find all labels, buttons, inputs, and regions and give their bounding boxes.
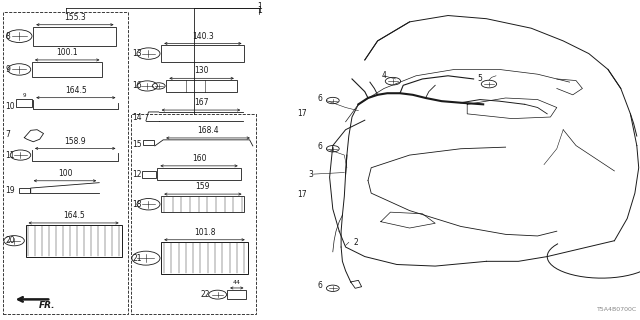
Text: 15: 15 xyxy=(132,140,142,149)
Text: 4: 4 xyxy=(381,71,387,80)
Text: 159: 159 xyxy=(196,182,210,191)
Text: 22: 22 xyxy=(200,290,210,299)
Bar xyxy=(32,62,102,77)
Text: 19: 19 xyxy=(5,186,15,195)
Text: 14: 14 xyxy=(132,113,142,122)
Text: 130: 130 xyxy=(195,67,209,76)
Text: 18: 18 xyxy=(132,200,142,209)
Text: 164.5: 164.5 xyxy=(65,86,86,95)
Bar xyxy=(157,168,241,180)
Text: T5A4B0700C: T5A4B0700C xyxy=(596,307,637,312)
Text: 17: 17 xyxy=(298,109,307,118)
Text: 8: 8 xyxy=(5,32,10,41)
Bar xyxy=(142,171,156,178)
Text: 21: 21 xyxy=(132,254,142,263)
Text: 1: 1 xyxy=(257,2,262,11)
Bar xyxy=(143,140,154,145)
Text: 6: 6 xyxy=(317,142,323,151)
Bar xyxy=(33,27,116,46)
Text: 168.4: 168.4 xyxy=(197,126,219,135)
Text: 7: 7 xyxy=(5,130,10,139)
Text: 44: 44 xyxy=(233,280,241,285)
Text: 101.8: 101.8 xyxy=(194,228,215,237)
Text: 13: 13 xyxy=(132,49,142,58)
Text: 16: 16 xyxy=(132,81,142,91)
Text: 10: 10 xyxy=(5,102,15,111)
Text: 5: 5 xyxy=(477,75,483,84)
Text: 17: 17 xyxy=(298,190,307,199)
Text: 155.3: 155.3 xyxy=(64,13,86,22)
Text: FR.: FR. xyxy=(38,301,55,310)
Text: 100.1: 100.1 xyxy=(56,48,78,57)
Text: 158.9: 158.9 xyxy=(65,137,86,146)
Bar xyxy=(161,196,244,212)
Text: 11: 11 xyxy=(5,151,15,160)
Text: 167: 167 xyxy=(194,98,208,107)
Text: 100: 100 xyxy=(58,169,72,178)
Bar xyxy=(3,12,128,314)
Text: 20: 20 xyxy=(5,236,15,245)
Bar xyxy=(19,188,30,194)
Text: 140.3: 140.3 xyxy=(192,32,214,41)
Bar xyxy=(26,226,122,257)
Text: 3: 3 xyxy=(308,170,314,179)
Bar xyxy=(131,114,256,314)
Text: 160: 160 xyxy=(192,154,206,163)
Bar xyxy=(17,99,33,107)
Bar xyxy=(227,290,246,300)
Text: 2: 2 xyxy=(353,238,358,247)
Text: 1: 1 xyxy=(257,6,262,15)
Bar xyxy=(161,242,248,274)
Text: 9: 9 xyxy=(22,93,26,98)
Bar xyxy=(161,45,244,62)
Text: 164.5: 164.5 xyxy=(63,211,84,220)
Text: 6: 6 xyxy=(317,281,323,290)
Bar xyxy=(166,80,237,92)
Text: 12: 12 xyxy=(132,170,142,179)
Text: 9: 9 xyxy=(5,65,10,74)
Text: 6: 6 xyxy=(317,94,323,103)
